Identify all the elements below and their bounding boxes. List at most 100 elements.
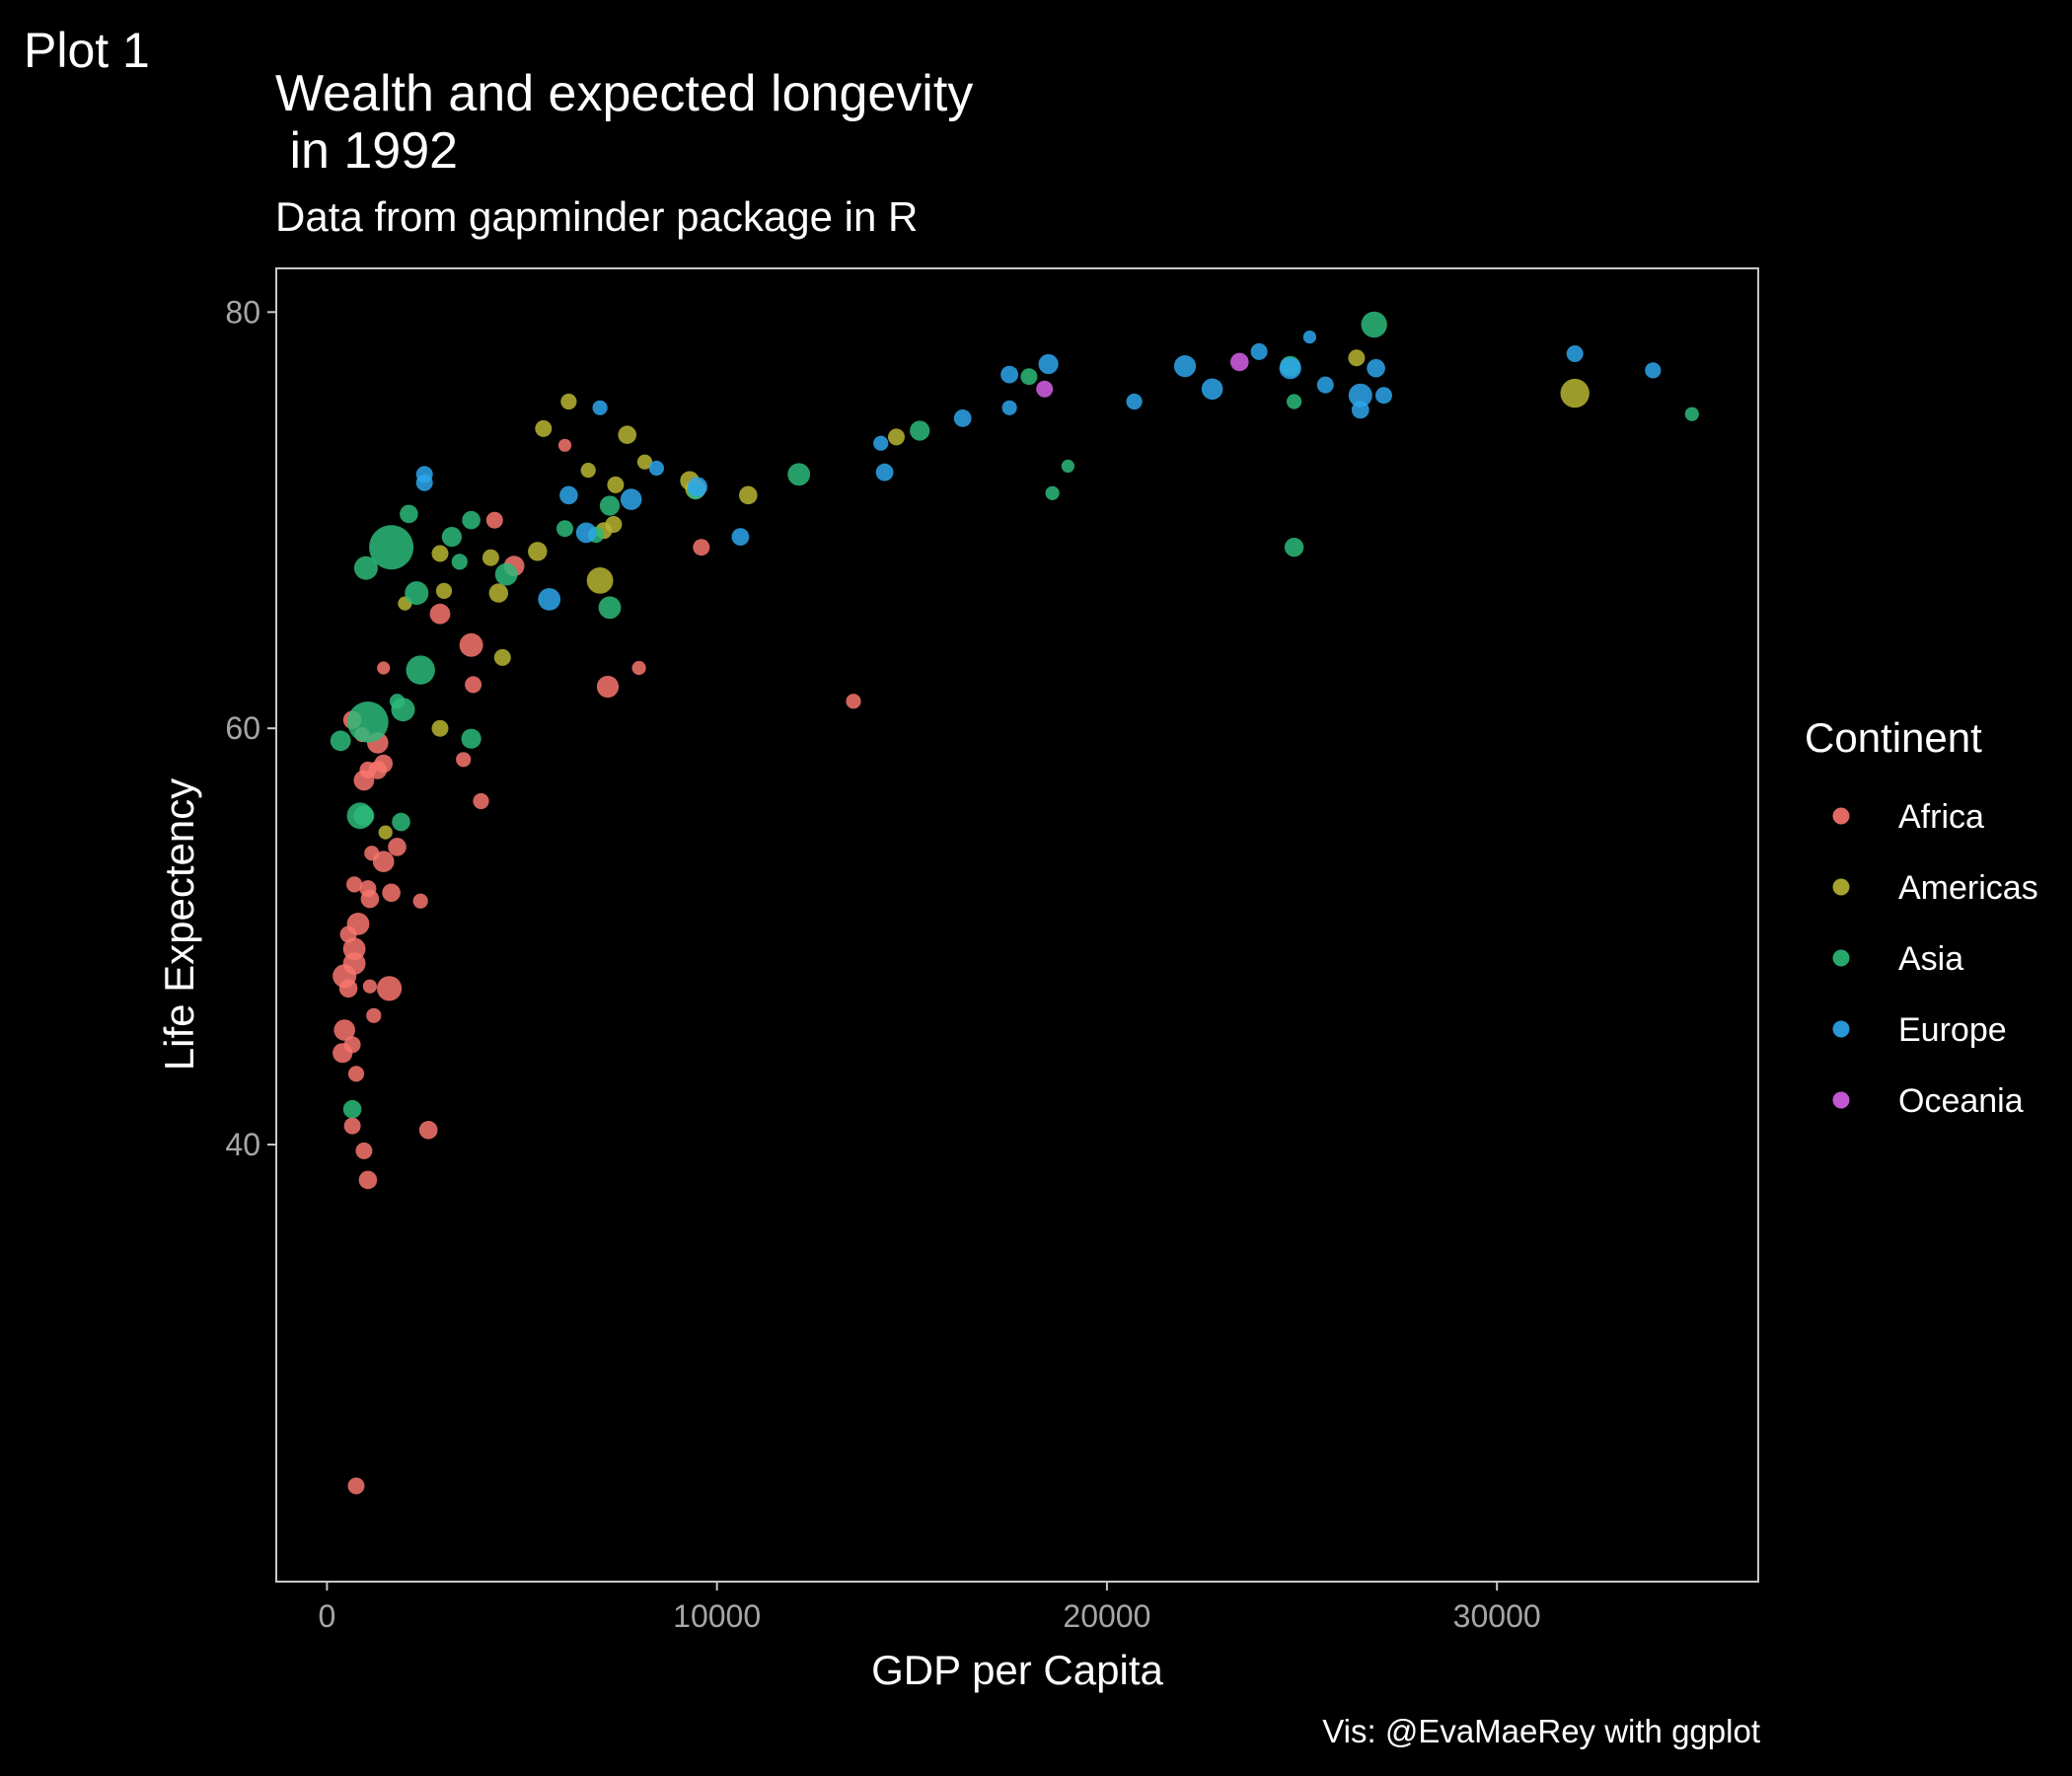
point-europe xyxy=(1126,393,1143,410)
point-africa xyxy=(382,883,401,903)
point-africa xyxy=(359,880,377,898)
axes-layer: 0 10000 20000 30000 40 60 80 xyxy=(225,294,1540,1634)
point-americas xyxy=(636,454,653,470)
point-africa xyxy=(364,846,380,861)
point-asia xyxy=(1020,368,1038,386)
point-africa xyxy=(631,660,646,676)
point-americas xyxy=(605,516,623,533)
point-africa xyxy=(459,632,483,657)
point-africa xyxy=(693,539,710,556)
point-africa xyxy=(429,603,451,625)
point-africa xyxy=(412,893,428,909)
point-africa xyxy=(473,792,489,810)
point-asia xyxy=(494,562,518,586)
point-africa xyxy=(333,1019,356,1041)
point-europe xyxy=(1038,353,1059,375)
point-americas xyxy=(493,648,511,666)
point-africa xyxy=(377,661,391,675)
point-europe xyxy=(1348,383,1372,407)
point-europe xyxy=(1645,362,1662,379)
legend-key-europe xyxy=(1832,1020,1850,1038)
x-tick-label: 10000 xyxy=(673,1598,761,1634)
point-africa xyxy=(388,838,407,856)
point-africa xyxy=(362,979,377,994)
point-americas xyxy=(431,719,449,737)
point-asia xyxy=(347,702,389,743)
y-tick-label: 60 xyxy=(225,710,260,746)
points-layer xyxy=(330,311,1699,1495)
point-americas xyxy=(378,825,393,840)
point-asia xyxy=(787,463,811,486)
point-americas xyxy=(535,419,553,437)
point-europe xyxy=(1279,357,1301,380)
point-africa xyxy=(358,1170,378,1190)
point-europe xyxy=(953,409,972,427)
point-europe xyxy=(687,477,708,497)
point-americas xyxy=(435,582,453,600)
point-europe xyxy=(1001,400,1017,415)
point-americas xyxy=(1560,378,1590,408)
point-africa xyxy=(456,752,472,768)
legend-title: Continent xyxy=(1805,714,1982,761)
legend-label-asia: Asia xyxy=(1898,940,1963,978)
point-europe xyxy=(620,488,642,510)
point-americas xyxy=(580,463,596,479)
point-asia xyxy=(1061,459,1074,473)
point-europe xyxy=(1173,355,1197,378)
legend-label-europe: Europe xyxy=(1898,1011,2007,1049)
point-africa xyxy=(347,1477,365,1495)
legend-label-africa: Africa xyxy=(1898,798,1984,836)
point-europe xyxy=(1316,376,1334,394)
point-europe xyxy=(1367,358,1385,378)
point-africa xyxy=(355,1142,373,1159)
point-asia xyxy=(1284,538,1304,557)
legend-label-oceania: Oceania xyxy=(1898,1082,2024,1120)
point-asia xyxy=(461,728,481,749)
point-africa xyxy=(485,511,503,529)
point-europe xyxy=(648,460,665,477)
x-tick-label: 30000 xyxy=(1453,1598,1541,1634)
point-americas xyxy=(1348,349,1366,367)
point-asia xyxy=(405,581,429,606)
point-asia xyxy=(451,554,468,570)
point-asia xyxy=(910,420,930,441)
y-tick-label: 40 xyxy=(225,1127,260,1162)
point-europe xyxy=(559,485,578,505)
point-asia xyxy=(1361,311,1387,338)
point-americas xyxy=(488,583,508,603)
point-asia xyxy=(441,527,462,548)
legend-label-americas: Americas xyxy=(1898,869,2038,907)
point-americas xyxy=(607,476,625,493)
point-europe xyxy=(1000,365,1018,384)
point-asia xyxy=(556,520,573,538)
y-tick-label: 80 xyxy=(225,294,260,330)
chart-caption: Vis: @EvaMaeRey with ggplot xyxy=(1322,1713,1760,1749)
point-africa xyxy=(353,770,375,791)
point-africa xyxy=(596,675,620,699)
point-europe xyxy=(415,466,433,483)
point-asia xyxy=(400,504,418,524)
point-africa xyxy=(557,438,572,452)
chart-title: Wealth and expected longevity in 1992 xyxy=(275,65,974,180)
legend-key-oceania xyxy=(1832,1091,1850,1109)
point-europe xyxy=(1201,378,1223,401)
point-europe xyxy=(731,528,750,546)
point-asia xyxy=(598,596,622,620)
point-africa xyxy=(347,1066,365,1082)
point-europe xyxy=(875,463,894,481)
point-europe xyxy=(873,435,889,451)
point-europe xyxy=(1375,387,1392,405)
point-asia xyxy=(353,805,375,827)
x-tick-label: 0 xyxy=(318,1598,335,1634)
point-europe xyxy=(1250,342,1268,360)
point-asia xyxy=(342,1099,362,1119)
point-asia xyxy=(599,495,621,516)
y-axis-title: Life Expectency xyxy=(156,778,202,1072)
point-americas xyxy=(528,542,548,561)
point-asia xyxy=(1684,407,1699,421)
point-oceania xyxy=(1230,352,1249,372)
point-asia xyxy=(330,730,351,752)
point-asia xyxy=(1287,394,1302,409)
plot-tag: Plot 1 xyxy=(24,23,150,78)
